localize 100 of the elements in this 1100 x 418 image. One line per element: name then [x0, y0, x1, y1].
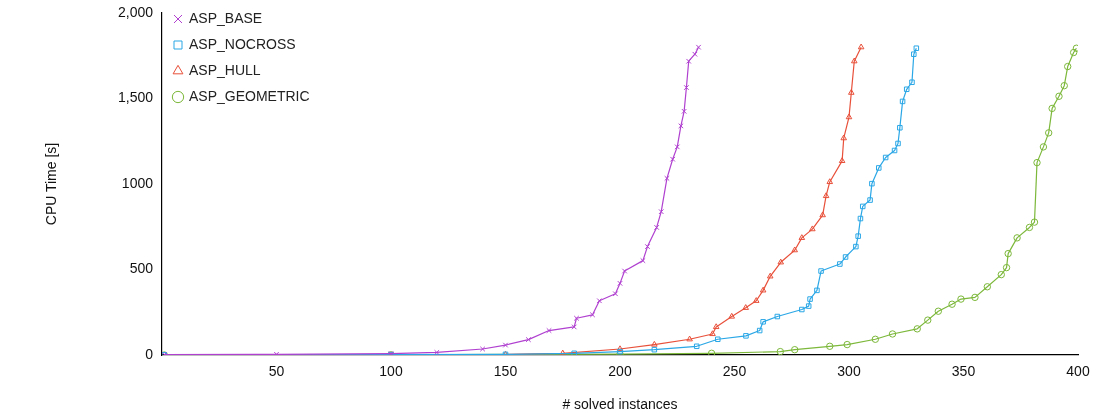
point [776, 347, 784, 355]
point [1013, 234, 1021, 242]
point [664, 175, 670, 182]
point [971, 293, 979, 302]
point [681, 108, 687, 115]
point [934, 307, 943, 315]
point [692, 51, 698, 57]
point [760, 319, 766, 325]
point [876, 165, 882, 171]
point [826, 342, 834, 350]
point [1033, 158, 1041, 167]
point [525, 336, 532, 343]
point [1055, 92, 1063, 100]
x-tick-label: 400 [1066, 363, 1090, 380]
point [897, 124, 903, 131]
point [911, 51, 917, 57]
point [683, 84, 690, 91]
point [799, 306, 805, 313]
point [913, 45, 920, 51]
point [924, 316, 932, 324]
point [686, 335, 693, 342]
point [842, 254, 849, 260]
point [715, 336, 721, 343]
point [948, 300, 956, 308]
point [743, 333, 749, 339]
legend-label: ASP_BASE [189, 9, 263, 26]
point [612, 291, 619, 297]
point [640, 257, 646, 264]
point [695, 44, 702, 50]
point [859, 203, 866, 210]
point [899, 98, 906, 105]
legend-label: ASP_GEOMETRIC [189, 87, 310, 104]
point [571, 324, 577, 330]
point [674, 144, 681, 150]
point [837, 261, 843, 267]
point [1069, 48, 1078, 57]
y-tick-label: 1000 [121, 174, 154, 191]
point [891, 147, 898, 154]
point [809, 225, 816, 232]
y-tick-label: 2,000 [117, 3, 154, 20]
point [851, 57, 858, 64]
point [559, 349, 567, 355]
point [546, 327, 552, 334]
point [502, 342, 509, 348]
point [867, 197, 873, 203]
point [653, 224, 660, 231]
point [840, 134, 847, 141]
point [1002, 263, 1011, 272]
point [805, 303, 812, 309]
point [685, 58, 692, 64]
x-tick-label: 300 [837, 363, 861, 380]
point [766, 272, 774, 279]
point [983, 283, 992, 291]
point [997, 270, 1005, 279]
point [888, 330, 897, 338]
point [869, 180, 875, 187]
point [752, 297, 760, 303]
point [712, 323, 720, 330]
point [573, 315, 580, 321]
point [709, 330, 716, 337]
point [759, 286, 767, 293]
point [857, 215, 864, 222]
point [903, 86, 910, 93]
point [1044, 129, 1053, 137]
point [658, 208, 664, 215]
point [621, 268, 628, 274]
y-axis-title: CPU Time [s] [43, 142, 60, 226]
x-tick-label: 100 [379, 363, 403, 380]
point [1048, 104, 1056, 113]
point [857, 43, 865, 50]
x-tick-label: 50 [268, 363, 285, 380]
point [845, 113, 853, 120]
point [895, 140, 901, 147]
point [596, 298, 603, 304]
point [826, 178, 834, 185]
point [589, 312, 596, 318]
point [855, 233, 861, 239]
y-tick-label: 0 [145, 345, 154, 362]
point [1039, 143, 1048, 151]
x-axis-title: # solved instances [562, 396, 678, 413]
point [777, 258, 785, 265]
point [791, 346, 799, 354]
point [571, 350, 577, 355]
point [434, 349, 440, 355]
point [819, 211, 826, 218]
point [1060, 81, 1068, 90]
point [843, 340, 851, 349]
legend-label: ASP_NOCROSS [189, 35, 296, 52]
point [814, 287, 820, 294]
point [798, 234, 806, 240]
point [848, 88, 855, 95]
point [838, 157, 846, 164]
point [871, 335, 880, 343]
point [822, 192, 830, 199]
point [1063, 62, 1072, 71]
point [1025, 223, 1034, 232]
point [651, 346, 658, 353]
point [791, 246, 798, 253]
x-tick-label: 350 [951, 363, 976, 380]
legend-label: ASP_HULL [189, 61, 261, 78]
